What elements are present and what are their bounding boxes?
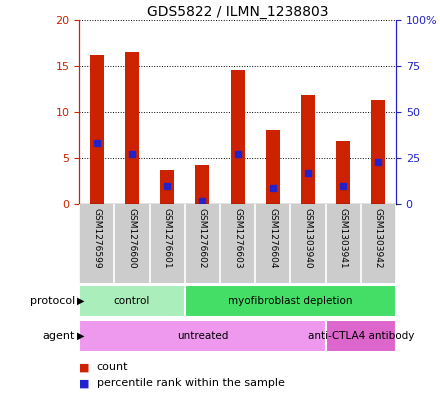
Bar [79, 285, 185, 317]
Text: untreated: untreated [177, 331, 228, 341]
Text: control: control [114, 296, 150, 306]
Text: anti-CTLA4 antibody: anti-CTLA4 antibody [308, 331, 414, 341]
Title: GDS5822 / ILMN_1238803: GDS5822 / ILMN_1238803 [147, 5, 328, 18]
Text: protocol: protocol [29, 296, 75, 306]
Text: myofibroblast depletion: myofibroblast depletion [228, 296, 352, 306]
Text: GSM1276603: GSM1276603 [233, 208, 242, 269]
Bar [79, 320, 326, 352]
Bar [195, 165, 209, 204]
Text: GSM1303941: GSM1303941 [339, 208, 348, 269]
Bar [371, 100, 385, 204]
Text: GSM1276599: GSM1276599 [92, 208, 101, 269]
Text: ■: ■ [79, 362, 90, 373]
Text: ▶: ▶ [77, 296, 84, 306]
Text: ▶: ▶ [77, 331, 84, 341]
Text: agent: agent [42, 331, 75, 341]
Bar [185, 285, 396, 317]
Text: percentile rank within the sample: percentile rank within the sample [97, 378, 285, 388]
Bar [125, 52, 139, 204]
Bar [160, 170, 174, 204]
Bar [326, 320, 396, 352]
Bar [90, 55, 104, 204]
Bar [231, 70, 245, 204]
Bar [301, 95, 315, 204]
Text: count: count [97, 362, 128, 373]
Text: ■: ■ [79, 378, 90, 388]
Bar [336, 141, 350, 204]
Text: GSM1276600: GSM1276600 [128, 208, 136, 269]
Text: GSM1303942: GSM1303942 [374, 208, 383, 269]
Text: GSM1276604: GSM1276604 [268, 208, 277, 269]
Text: GSM1276602: GSM1276602 [198, 208, 207, 269]
Text: GSM1276601: GSM1276601 [163, 208, 172, 269]
Bar [266, 130, 280, 204]
Text: GSM1303940: GSM1303940 [304, 208, 312, 269]
